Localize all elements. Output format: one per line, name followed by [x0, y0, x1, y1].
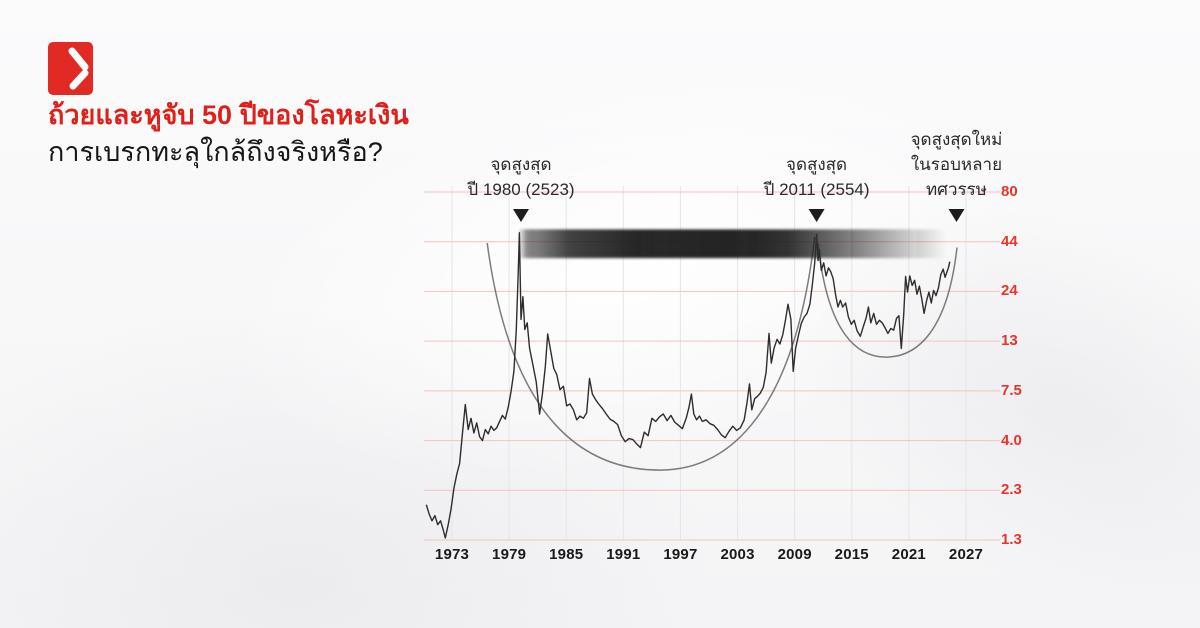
x-axis-tick-label: 1973: [434, 546, 470, 563]
peak-annotation: จุดสูงสุดปี 1980 (2523): [467, 152, 574, 202]
y-axis-tick-label: 24: [1001, 282, 1018, 300]
peak-annotation: จุดสูงสุดปี 2011 (2554): [764, 152, 870, 202]
y-axis-tick-label: 13: [1001, 331, 1018, 349]
x-axis-tick-label: 1997: [663, 546, 698, 563]
x-axis-tick-label: 2003: [720, 546, 755, 563]
brand-chevron-icon: [68, 47, 89, 90]
x-axis-tick-label: 2009: [777, 546, 812, 563]
x-axis-tick-label: 1979: [492, 546, 527, 563]
y-axis-tick-label: 44: [1001, 232, 1018, 250]
x-axis-tick-label: 2021: [891, 546, 926, 563]
y-axis-tick-label: 80: [1001, 182, 1018, 200]
headline: ถ้วยและหูจับ 50 ปีของโลหะเงิน: [48, 100, 409, 130]
peak-annotation-line: ในรอบหลาย: [910, 155, 1003, 174]
peak-annotation-line: ทศวรรษ: [925, 180, 987, 199]
x-axis-tick-label: 1991: [606, 546, 641, 563]
peak-annotation-line: ปี 1980 (2523): [467, 180, 575, 199]
x-axis-tick-label: 2015: [834, 546, 869, 563]
subheadline: การเบรกทะลุใกล้ถึงจริงหรือ?: [48, 137, 383, 167]
x-axis-tick-label: 2027: [948, 546, 984, 563]
peak-annotation-line: จุดสูงสุด: [490, 155, 552, 174]
y-axis-tick-label: 1.3: [1001, 530, 1022, 548]
x-axis-tick-label: 1985: [549, 546, 584, 563]
peak-annotation-line: จุดสูงสุดใหม่: [910, 130, 1003, 149]
y-axis-tick-label: 7.5: [1001, 381, 1022, 399]
brand-logo: [48, 42, 93, 95]
peak-annotation: จุดสูงสุดใหม่ในรอบหลายทศวรรษ: [911, 127, 1003, 202]
peak-annotation-line: ปี 2011 (2554): [763, 180, 870, 199]
peak-annotation-line: จุดสูงสุด: [786, 155, 848, 174]
y-axis-tick-label: 2.3: [1001, 481, 1022, 499]
y-axis-tick-label: 4.0: [1001, 431, 1022, 449]
